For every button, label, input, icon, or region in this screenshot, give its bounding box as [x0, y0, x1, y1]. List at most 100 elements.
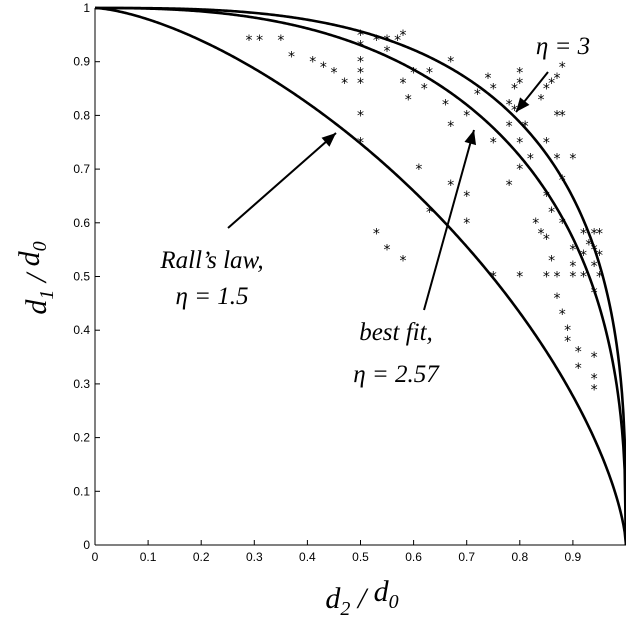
- data-point: *: [543, 189, 550, 205]
- data-point: *: [559, 60, 566, 76]
- data-point: *: [559, 173, 566, 189]
- data-point: *: [320, 60, 327, 76]
- y-tick-label: 0.1: [73, 484, 90, 498]
- data-point: *: [516, 162, 523, 178]
- data-point: *: [357, 55, 364, 71]
- data-point: *: [527, 151, 534, 167]
- data-point: *: [506, 178, 513, 194]
- y-tick-label: 0.3: [73, 377, 90, 391]
- data-point: *: [569, 243, 576, 259]
- data-point: *: [490, 82, 497, 98]
- data-point: *: [559, 216, 566, 232]
- annotation-eta-3: η = 3: [536, 33, 590, 60]
- data-point: *: [484, 71, 491, 87]
- x-axis-label: d2 / d0: [325, 575, 398, 620]
- arrow-head: [321, 133, 336, 147]
- y-tick-label: 0.4: [73, 323, 90, 337]
- arrow-head: [464, 130, 477, 146]
- points-layer: * * ** * * ********** ************************…: [245, 28, 602, 398]
- data-point: *: [543, 270, 550, 286]
- data-point: *: [410, 65, 417, 81]
- data-point: *: [474, 87, 481, 103]
- arrow-ralls-law: [227, 132, 337, 229]
- data-point: *: [538, 92, 545, 108]
- y-tick-label: 0.5: [73, 270, 90, 284]
- data-point: *: [447, 119, 454, 135]
- annotation-best-fit: best fit,: [359, 319, 433, 346]
- data-point: *: [596, 270, 603, 286]
- data-point: *: [575, 345, 582, 361]
- data-point: *: [548, 205, 555, 221]
- arrow-eta-3: [515, 71, 549, 113]
- data-point: *: [426, 205, 433, 221]
- data-point: *: [405, 92, 412, 108]
- curve-eta-1-5: [94, 6, 626, 546]
- annotation-ralls-law: η = 1.5: [175, 283, 248, 310]
- data-point: *: [585, 237, 592, 253]
- data-point: *: [591, 259, 598, 275]
- curves-layer: [94, 6, 626, 546]
- data-point: *: [553, 151, 560, 167]
- data-point: *: [538, 227, 545, 243]
- y-tick-label: 0.6: [73, 216, 90, 230]
- data-point: *: [426, 65, 433, 81]
- data-point: *: [591, 350, 598, 366]
- axes-layer: 0 0.1 0.2 0.3 0.4 0.5 0.6 0.7 0.8 0.9 0 0.1 0.2 0.3 0.…: [73, 1, 626, 564]
- data-point: *: [569, 259, 576, 275]
- data-point: *: [591, 382, 598, 398]
- data-point: *: [415, 162, 422, 178]
- data-point: *: [543, 82, 550, 98]
- axis-label-part: d: [20, 299, 53, 315]
- data-point: *: [591, 286, 598, 302]
- y-tick-label: 0.8: [73, 108, 90, 122]
- y-axis-label: d1 / d0: [13, 241, 58, 314]
- data-point: *: [330, 65, 337, 81]
- axis-label-part: /: [350, 582, 373, 615]
- data-point: *: [564, 334, 571, 350]
- data-point: *: [553, 71, 560, 87]
- axis-label-part: d: [374, 575, 390, 608]
- data-point: *: [516, 135, 523, 151]
- annotations-layer: Rall’s law, η = 1.5 best fit, η = 2.57 η = 3: [159, 33, 590, 388]
- curve-eta-3: [95, 6, 626, 546]
- data-point: *: [569, 270, 576, 286]
- data-point: *: [559, 307, 566, 323]
- data-point: *: [591, 227, 598, 243]
- x-tick-label: 0.5: [352, 550, 369, 564]
- data-point: *: [442, 98, 449, 114]
- data-point: *: [564, 323, 571, 339]
- data-point: *: [384, 44, 391, 60]
- axis-label-part: d: [325, 582, 341, 615]
- data-point: *: [553, 108, 560, 124]
- data-point: *: [580, 270, 587, 286]
- data-point: *: [447, 55, 454, 71]
- data-point: *: [490, 270, 497, 286]
- data-point: *: [245, 33, 252, 49]
- data-point: *: [543, 232, 550, 248]
- arrow-best-fit: [423, 129, 477, 311]
- axis-label-subscript: 2: [340, 598, 350, 620]
- data-point: *: [516, 270, 523, 286]
- data-point: *: [569, 151, 576, 167]
- data-point: *: [543, 135, 550, 151]
- data-point: *: [341, 76, 348, 92]
- data-point: *: [256, 33, 263, 49]
- axis-label-subscript: 0: [29, 241, 51, 251]
- data-point: *: [548, 76, 555, 92]
- data-point: *: [357, 76, 364, 92]
- data-point: *: [511, 103, 518, 119]
- data-point: *: [522, 119, 529, 135]
- y-tick-label: 0: [83, 538, 90, 552]
- data-point: *: [580, 227, 587, 243]
- x-tick-label: 0.7: [458, 550, 475, 564]
- data-point: *: [288, 49, 295, 65]
- data-point: *: [463, 189, 470, 205]
- data-point: *: [399, 253, 406, 269]
- data-point: *: [399, 76, 406, 92]
- data-point: *: [506, 98, 513, 114]
- axis-label-subscript: 0: [389, 591, 399, 613]
- data-point: *: [447, 178, 454, 194]
- data-point: *: [532, 216, 539, 232]
- data-point: *: [553, 270, 560, 286]
